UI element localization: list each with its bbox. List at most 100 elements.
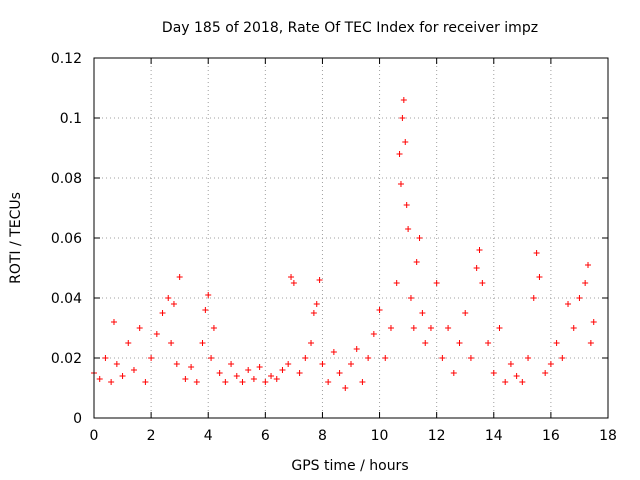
- data-point: [502, 379, 509, 385]
- data-point: [476, 247, 483, 253]
- data-point: [533, 250, 540, 256]
- data-point: [310, 310, 317, 316]
- data-point: [427, 325, 434, 331]
- data-point: [585, 262, 592, 268]
- data-point: [402, 139, 409, 145]
- x-tick-label: 6: [261, 428, 270, 444]
- data-point: [279, 367, 286, 373]
- data-point: [308, 340, 315, 346]
- data-point: [419, 310, 426, 316]
- data-point: [188, 364, 195, 370]
- data-point: [342, 385, 349, 391]
- data-point: [553, 340, 560, 346]
- data-point: [422, 340, 429, 346]
- data-point: [496, 325, 503, 331]
- data-point: [400, 97, 407, 103]
- y-tick-label: 0.06: [51, 231, 82, 247]
- data-point: [239, 379, 246, 385]
- data-points: [91, 97, 597, 391]
- data-point: [507, 361, 514, 367]
- x-tick-label: 0: [90, 428, 99, 444]
- data-point: [119, 373, 126, 379]
- data-point: [273, 376, 280, 382]
- data-point: [193, 379, 200, 385]
- data-point: [142, 379, 149, 385]
- data-point: [450, 370, 457, 376]
- data-point: [205, 292, 212, 298]
- data-point: [376, 307, 383, 313]
- y-tick-label: 0.1: [60, 111, 82, 127]
- data-point: [325, 379, 332, 385]
- data-point: [397, 181, 404, 187]
- data-point: [136, 325, 143, 331]
- data-point: [159, 310, 166, 316]
- data-point: [410, 325, 417, 331]
- data-point: [565, 301, 572, 307]
- x-tick-label: 18: [599, 428, 617, 444]
- data-point: [176, 274, 183, 280]
- data-point: [396, 151, 403, 157]
- data-point: [485, 340, 492, 346]
- data-point: [202, 307, 209, 313]
- data-point: [125, 340, 132, 346]
- y-axis-label: ROTI / TECUs: [8, 192, 24, 284]
- data-point: [262, 379, 269, 385]
- data-point: [413, 259, 420, 265]
- data-point: [513, 373, 520, 379]
- x-tick-label: 12: [428, 428, 446, 444]
- data-point: [462, 310, 469, 316]
- data-point: [433, 280, 440, 286]
- data-point: [268, 373, 275, 379]
- data-point: [168, 340, 175, 346]
- data-point: [285, 361, 292, 367]
- data-point: [256, 364, 263, 370]
- data-point: [336, 370, 343, 376]
- data-point: [153, 331, 160, 337]
- data-point: [525, 355, 532, 361]
- data-point: [405, 226, 412, 232]
- x-axis-label: GPS time / hours: [291, 458, 408, 474]
- y-tick-label: 0: [73, 411, 82, 427]
- data-point: [490, 370, 497, 376]
- axis-ticks: [93, 57, 609, 419]
- data-point: [113, 361, 120, 367]
- data-point: [370, 331, 377, 337]
- data-point: [165, 295, 172, 301]
- data-point: [519, 379, 526, 385]
- data-point: [210, 325, 217, 331]
- data-point: [250, 376, 257, 382]
- data-point: [570, 325, 577, 331]
- data-point: [536, 274, 543, 280]
- y-tick-label: 0.08: [51, 171, 82, 187]
- data-point: [559, 355, 566, 361]
- y-tick-labels: 0 0.02 0.04 0.06 0.08 0.1 0.12: [51, 51, 82, 427]
- data-point: [547, 361, 554, 367]
- y-tick-label: 0.04: [51, 291, 82, 307]
- data-point: [313, 301, 320, 307]
- chart-title: Day 185 of 2018, Rate Of TEC Index for r…: [162, 20, 538, 36]
- data-point: [302, 355, 309, 361]
- data-point: [102, 355, 109, 361]
- data-point: [353, 346, 360, 352]
- data-point: [479, 280, 486, 286]
- data-point: [233, 373, 240, 379]
- data-point: [530, 295, 537, 301]
- data-point: [130, 367, 137, 373]
- data-point: [399, 115, 406, 121]
- data-point: [393, 280, 400, 286]
- data-point: [439, 355, 446, 361]
- x-tick-label: 2: [147, 428, 156, 444]
- data-point: [403, 202, 410, 208]
- data-point: [96, 376, 103, 382]
- data-point: [199, 340, 206, 346]
- y-tick-label: 0.12: [51, 51, 82, 67]
- grid-lines: [94, 58, 608, 418]
- x-tick-label: 16: [542, 428, 560, 444]
- data-point: [330, 349, 337, 355]
- x-tick-label: 8: [318, 428, 327, 444]
- data-point: [173, 361, 180, 367]
- y-tick-label: 0.02: [51, 351, 82, 367]
- data-point: [108, 379, 115, 385]
- data-point: [387, 325, 394, 331]
